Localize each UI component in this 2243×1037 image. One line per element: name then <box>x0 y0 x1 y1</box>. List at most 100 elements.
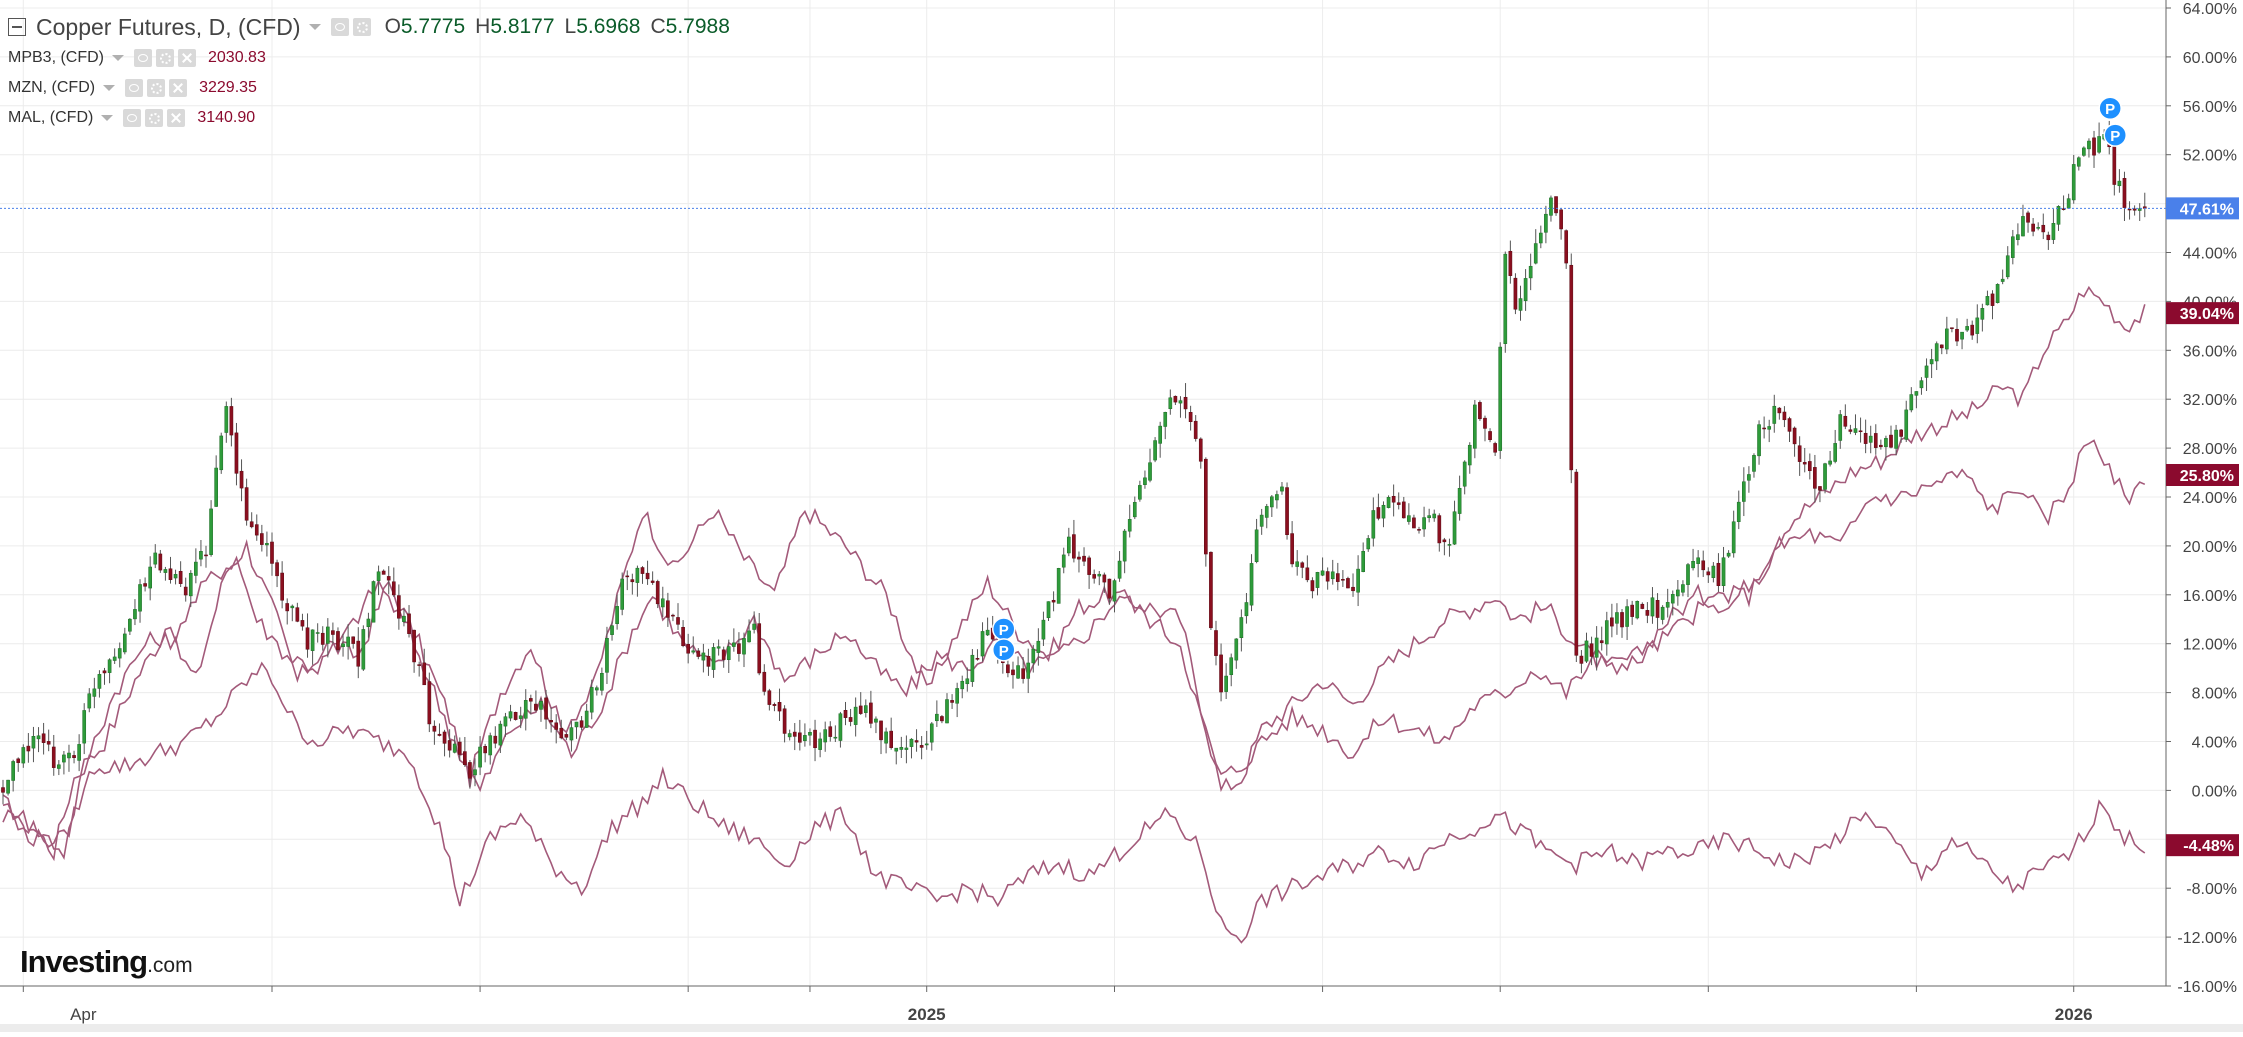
chevron-down-icon[interactable] <box>101 115 114 121</box>
candle <box>594 687 599 691</box>
candle <box>270 541 274 564</box>
candle <box>534 703 538 711</box>
candle <box>980 631 985 657</box>
candle <box>1610 617 1614 627</box>
chevron-down-icon[interactable] <box>103 85 116 91</box>
candle <box>2005 255 2010 278</box>
high-label: H <box>475 15 491 38</box>
close-icon[interactable] <box>167 109 186 127</box>
candle <box>726 646 731 660</box>
candle <box>341 643 345 647</box>
gear-icon[interactable] <box>147 79 166 97</box>
candle <box>57 764 61 769</box>
candle <box>579 720 584 728</box>
candle <box>742 638 746 655</box>
candle <box>92 688 97 697</box>
candle <box>16 758 21 763</box>
candle <box>1889 434 1893 448</box>
candle <box>1117 560 1122 579</box>
candle <box>1681 584 1685 593</box>
collapse-icon[interactable] <box>8 18 26 36</box>
chevron-down-icon[interactable] <box>112 55 124 61</box>
eye-icon[interactable] <box>125 79 144 97</box>
investing-logo: Investing.com <box>20 944 193 980</box>
candle <box>620 578 625 610</box>
candle <box>1589 643 1594 657</box>
candle <box>1630 604 1634 617</box>
candle <box>874 718 878 723</box>
candle <box>422 662 427 686</box>
candle <box>1767 426 1772 430</box>
candle <box>1934 343 1939 362</box>
candle <box>1945 328 1949 350</box>
candle <box>544 697 548 720</box>
candle <box>122 633 127 653</box>
bottom-scrollbar[interactable] <box>0 1024 2243 1032</box>
candle <box>1650 597 1655 617</box>
candle <box>1107 578 1112 599</box>
gear-icon[interactable] <box>156 49 174 67</box>
close-icon[interactable] <box>178 49 196 67</box>
candle <box>1346 578 1350 589</box>
eye-icon[interactable] <box>123 109 142 127</box>
candle <box>310 629 315 651</box>
candle <box>214 467 218 507</box>
candle <box>1919 380 1924 389</box>
candle <box>1259 514 1264 527</box>
candle <box>1163 412 1168 427</box>
candle <box>386 576 391 581</box>
gear-icon[interactable] <box>352 18 371 36</box>
candle <box>879 720 883 741</box>
comparison-line-mal <box>2 661 2146 944</box>
close-icon[interactable] <box>169 79 188 97</box>
candle <box>660 598 665 608</box>
candle <box>138 584 142 612</box>
candle <box>117 648 122 659</box>
candle <box>1721 557 1726 586</box>
candle <box>483 745 487 754</box>
candle <box>929 723 934 743</box>
candle <box>2127 208 2132 211</box>
candle <box>1158 425 1162 444</box>
candle <box>2016 234 2020 240</box>
y-tick-label: 12.00% <box>2183 637 2237 654</box>
candle <box>1792 427 1797 445</box>
candle <box>1046 601 1051 619</box>
candle <box>1264 506 1269 518</box>
event-marker <box>2103 123 2127 147</box>
y-tick-label: 60.00% <box>2183 50 2237 67</box>
candle <box>1366 538 1371 550</box>
candle <box>1711 565 1716 578</box>
candle <box>1828 460 1832 465</box>
candle <box>1168 397 1173 410</box>
candle <box>1625 606 1629 627</box>
candle <box>1884 438 1888 448</box>
candle <box>194 561 198 576</box>
candle <box>1980 308 1985 320</box>
gear-icon[interactable] <box>145 109 164 127</box>
candle <box>1818 486 1822 491</box>
candle <box>2056 206 2061 225</box>
candle <box>1736 501 1741 522</box>
candle <box>234 432 239 474</box>
candle <box>143 583 147 587</box>
candle <box>1584 640 1589 662</box>
y-tick-label: 44.00% <box>2183 246 2237 263</box>
last-value-badge <box>2166 302 2239 325</box>
chevron-down-icon[interactable] <box>308 24 321 30</box>
candle <box>919 745 924 748</box>
candle <box>1518 298 1523 311</box>
candle <box>51 746 56 768</box>
candle <box>1031 648 1036 664</box>
candle <box>1138 485 1142 500</box>
eye-icon[interactable] <box>134 49 152 67</box>
candle <box>1011 669 1015 676</box>
candle <box>1569 264 1574 471</box>
candle <box>1599 640 1604 644</box>
eye-icon[interactable] <box>330 18 349 36</box>
candle <box>610 625 614 635</box>
candle <box>1863 432 1868 444</box>
candle <box>945 699 949 724</box>
